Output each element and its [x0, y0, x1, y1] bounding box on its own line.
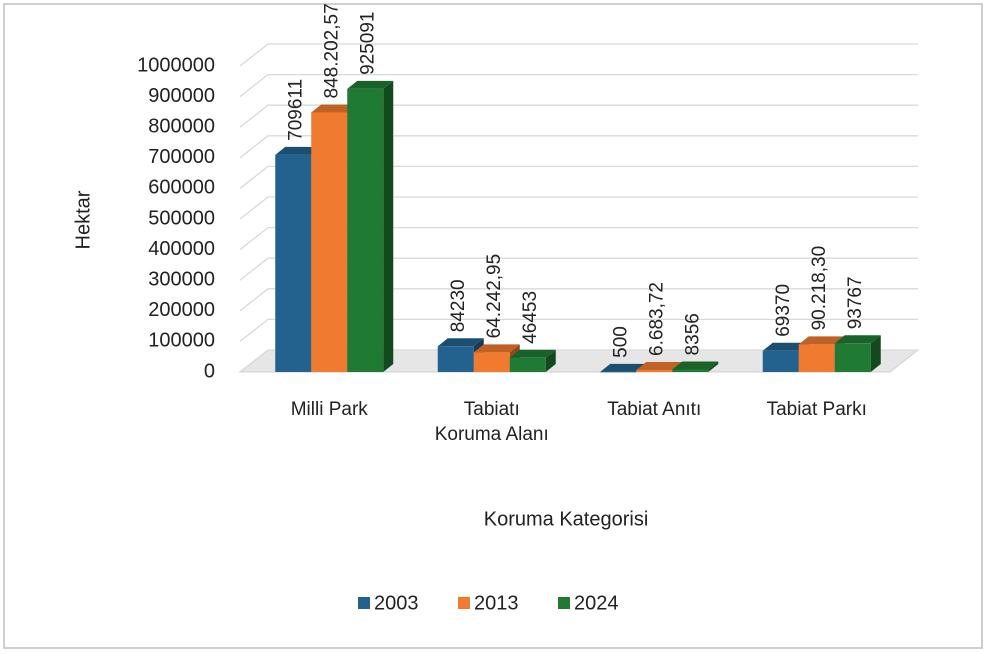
y-tick-label: 800000	[148, 115, 215, 137]
grid-line	[239, 104, 918, 128]
bar	[636, 369, 673, 372]
x-axis-title: Koruma Kategorisi	[484, 508, 649, 530]
grid-line	[239, 349, 918, 373]
bar-top	[798, 336, 845, 345]
bar-side	[708, 361, 719, 372]
grid-line	[239, 73, 918, 98]
bar	[509, 357, 546, 372]
bar	[311, 112, 348, 372]
value-label: 6.683,72	[646, 282, 667, 356]
bar-side	[545, 349, 556, 372]
bar-top	[600, 363, 647, 372]
legend-swatch	[358, 597, 370, 609]
y-tick-label: 700000	[148, 146, 215, 168]
x-tick-label: Tabiatı Koruma Alanı	[434, 399, 549, 445]
bar	[600, 371, 637, 373]
bar-top	[311, 104, 358, 113]
value-label: 709611	[285, 79, 306, 141]
bar-top	[275, 146, 322, 155]
x-tick-label: Milli Park	[290, 399, 368, 420]
bar-top	[509, 349, 556, 358]
bar-top	[473, 344, 520, 353]
grid-line	[239, 196, 918, 220]
y-tick-label: 600000	[148, 177, 215, 199]
legend-label: 2024	[574, 592, 619, 614]
value-label: 93767	[845, 276, 866, 329]
grid-line	[239, 135, 918, 159]
grid-line	[239, 226, 918, 251]
value-label: 90.218,30	[809, 246, 830, 331]
bar-top	[437, 338, 484, 347]
bar	[672, 369, 709, 372]
y-tick-label: 0	[204, 360, 215, 382]
bar	[437, 346, 474, 372]
y-tick-label: 1000000	[137, 54, 215, 76]
bar	[762, 350, 799, 372]
value-label: 925091	[357, 12, 378, 75]
bar	[275, 154, 312, 372]
grid-line	[239, 43, 918, 67]
grid-line	[239, 288, 918, 312]
bar-side	[383, 80, 394, 373]
bar-top	[636, 361, 683, 370]
y-tick-label: 400000	[148, 238, 215, 260]
bar-top	[672, 361, 719, 370]
y-axis-title: Hektar	[72, 190, 94, 249]
y-tick-label: 300000	[148, 268, 215, 290]
y-tick-label: 200000	[148, 299, 215, 321]
value-label: 8356	[682, 313, 703, 355]
bar	[347, 88, 384, 373]
bar-side	[870, 335, 881, 372]
value-label: 84230	[448, 279, 469, 332]
legend-label: 2003	[374, 592, 419, 614]
value-label: 500	[610, 326, 631, 358]
bar-top	[347, 80, 394, 89]
x-tick-label: Tabiat Anıtı	[607, 399, 702, 420]
legend-label: 2013	[474, 592, 519, 614]
y-tick-label: 500000	[148, 207, 215, 229]
y-tick-label: 900000	[148, 85, 215, 107]
grid-line	[239, 318, 918, 342]
legend-swatch	[458, 597, 470, 609]
grid-line	[239, 165, 918, 189]
value-label: 69370	[773, 284, 794, 337]
bar	[473, 352, 510, 372]
bar	[798, 344, 835, 372]
bar-top	[762, 342, 809, 351]
legend-swatch	[558, 597, 570, 609]
bar-top	[834, 335, 881, 344]
value-label: 848.202,57	[321, 3, 342, 98]
x-tick-label: Tabiat Parkı	[766, 399, 867, 420]
chart-border	[3, 3, 983, 649]
grid-line	[239, 257, 918, 281]
value-label: 64.242,95	[484, 254, 505, 339]
bar	[834, 343, 871, 372]
y-tick-label: 100000	[148, 330, 215, 352]
value-label: 46453	[520, 291, 541, 344]
